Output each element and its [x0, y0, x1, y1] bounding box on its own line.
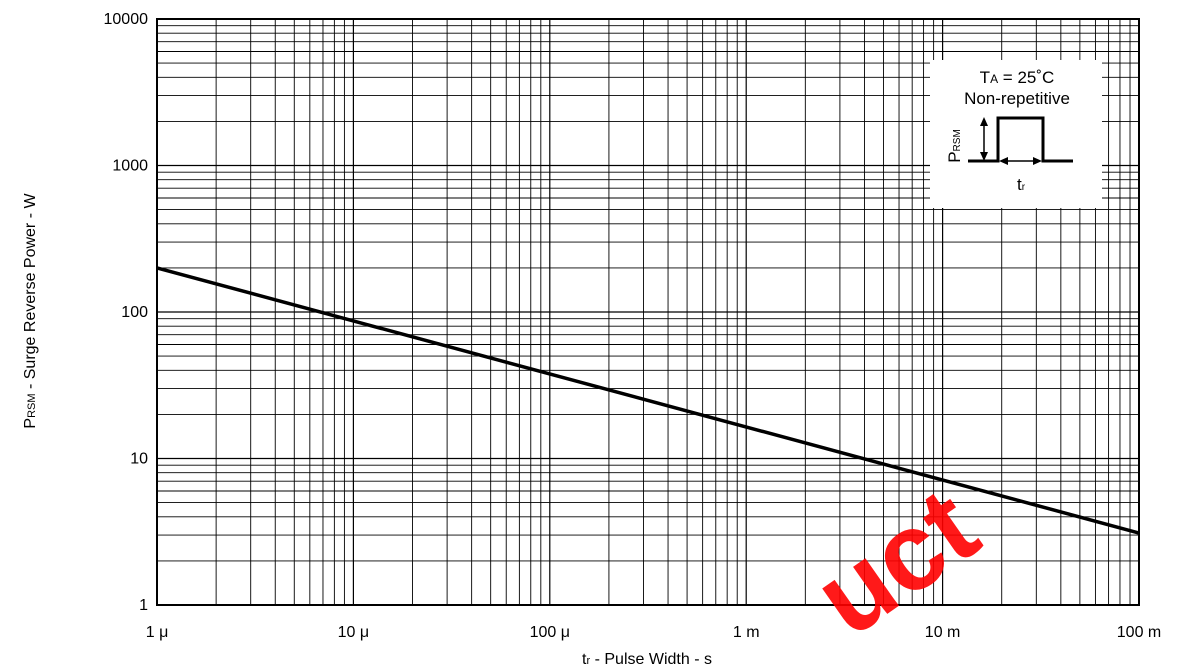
- watermark: uct: [793, 464, 999, 659]
- y-tick-label: 100: [121, 304, 148, 321]
- y-axis-title-rest: - Surge Reverse Power - W: [22, 193, 39, 394]
- legend-background: [930, 60, 1102, 208]
- legend-condition-sub: A: [990, 72, 998, 86]
- x-axis-title-sub: r: [586, 655, 590, 667]
- x-tick-labels: 1 μ 10 μ 100 μ 1 m 10 m 100 m: [146, 624, 1162, 641]
- grid-lines: [156, 19, 1139, 606]
- y-axis-title-sub: RSM: [26, 393, 38, 417]
- legend-mode: Non-repetitive: [964, 89, 1070, 108]
- pulse-waveform: [968, 116, 1073, 163]
- pulse-width-label: tr: [1017, 175, 1026, 194]
- y-tick-label: 10000: [104, 11, 149, 28]
- pulse-width-sub: r: [1022, 182, 1026, 193]
- x-tick-label: 100 m: [1117, 624, 1161, 641]
- pulse-amplitude-main: P: [945, 151, 964, 162]
- y-tick-label: 10: [130, 451, 148, 468]
- width-arrow: [999, 157, 1042, 165]
- x-axis-title-main: t: [582, 651, 587, 668]
- legend-inset: TA = 25˚C Non-repetitive PRSM tr: [930, 60, 1102, 208]
- legend-condition-main: T: [980, 68, 990, 87]
- series-line: [156, 266, 1140, 535]
- series-group: [156, 266, 1140, 535]
- legend-condition: TA = 25˚C: [980, 68, 1055, 87]
- y-tick-label: 1: [139, 597, 148, 614]
- x-tick-label: 10 μ: [338, 624, 369, 641]
- y-tick-label: 1000: [112, 158, 148, 175]
- x-tick-label: 1 m: [733, 624, 760, 641]
- x-tick-label: 10 m: [925, 624, 961, 641]
- y-axis-title-main: P: [22, 418, 39, 429]
- legend-condition-rest: = 25˚C: [998, 68, 1054, 87]
- amplitude-arrow: [980, 117, 988, 161]
- plot-frame: [156, 18, 1140, 606]
- pulse-amplitude-sub: RSM: [952, 129, 963, 151]
- x-axis-title: tr - Pulse Width - s: [582, 651, 712, 668]
- pulse-amplitude-label: PRSM: [945, 129, 964, 163]
- x-tick-label: 100 μ: [530, 624, 570, 641]
- pulse-width-main: t: [1017, 175, 1022, 194]
- y-tick-labels: 1 10 100 1000 10000: [104, 11, 149, 614]
- x-axis-title-rest: - Pulse Width - s: [590, 651, 712, 668]
- x-tick-label: 1 μ: [146, 624, 169, 641]
- y-axis-title: PRSM - Surge Reverse Power - W: [22, 193, 39, 429]
